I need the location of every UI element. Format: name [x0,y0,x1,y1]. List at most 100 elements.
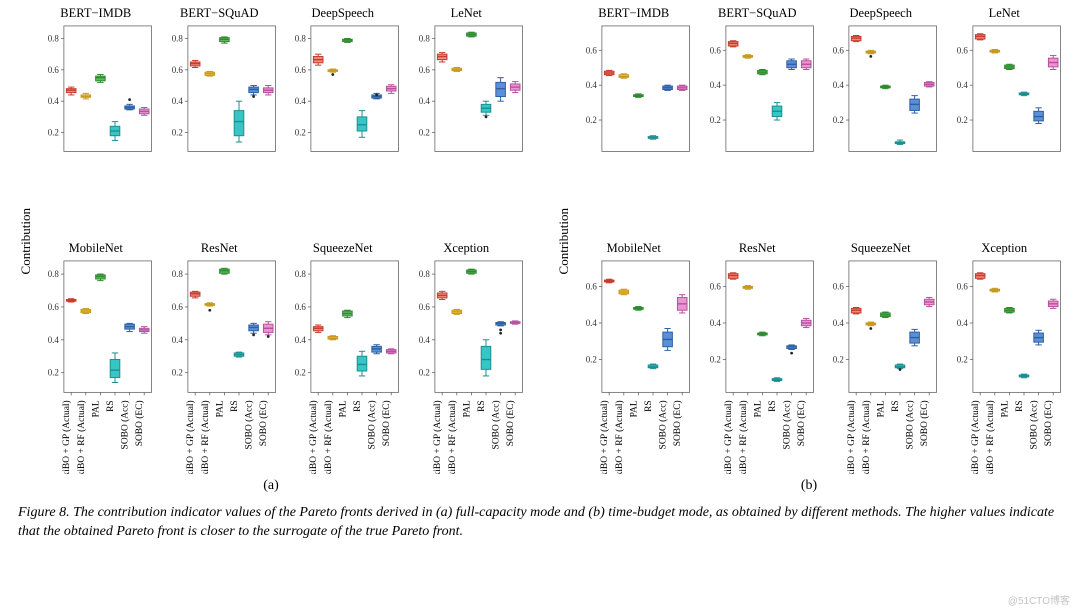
svg-text:0.4: 0.4 [709,318,721,328]
svg-text:0.4: 0.4 [586,318,598,328]
svg-text:SOBO (EC): SOBO (EC) [258,400,269,446]
svg-text:SOBO (Acc): SOBO (Acc) [658,400,669,449]
svg-text:0.6: 0.6 [171,302,183,312]
panel-grid-a: BERT−IMDB0.20.40.60.8BERT−SQuAD0.20.40.6… [36,8,526,474]
svg-text:0.2: 0.2 [171,128,182,138]
panel-title: SqueezeNet [283,241,403,256]
svg-text:0.4: 0.4 [48,96,60,106]
svg-text:FlexiBO + RF (Actual): FlexiBO + RF (Actual) [861,400,872,474]
svg-text:FlexiBO + RF (Actual): FlexiBO + RF (Actual) [737,400,748,474]
svg-text:FlexiBO + GP (Actual): FlexiBO + GP (Actual) [308,400,319,474]
panel-title: BERT−SQuAD [160,6,280,21]
panel-title: SqueezeNet [821,241,941,256]
svg-text:0.8: 0.8 [48,269,60,279]
svg-text:SOBO (Acc): SOBO (Acc) [367,400,378,449]
svg-text:SOBO (Acc): SOBO (Acc) [490,400,501,449]
svg-text:0.4: 0.4 [48,335,60,345]
svg-text:RS: RS [353,400,363,412]
svg-text:SOBO (Acc): SOBO (Acc) [781,400,792,449]
figure-row: Contribution BERT−IMDB 0.2 0.4 0.6 0.8 BERT−S… [12,8,1068,494]
panel-bert-squad: BERT−SQuAD0.20.40.60.8 [160,8,280,239]
svg-text:0.6: 0.6 [48,302,60,312]
svg-text:0.4: 0.4 [586,80,598,90]
svg-text:0.6: 0.6 [586,45,598,55]
svg-text:PAL: PAL [338,400,348,417]
svg-text:PAL: PAL [462,400,472,417]
svg-text:SOBO (EC): SOBO (EC) [381,400,392,446]
panel-deepspeech: DeepSpeech0.20.40.60.8 [283,8,403,239]
panel-title: ResNet [698,241,818,256]
svg-text:0.8: 0.8 [418,33,430,43]
panel-title: LeNet [407,6,527,21]
svg-text:RS: RS [891,400,901,412]
svg-text:0.8: 0.8 [171,269,183,279]
panel-lenet: LeNet0.20.40.6 [945,8,1065,239]
svg-text:0.2: 0.2 [418,368,429,378]
svg-text:0.6: 0.6 [48,65,60,75]
panel-lenet: LeNet0.20.40.60.8 [407,8,527,239]
y-axis-label-b: Contribution [554,208,574,274]
svg-text:SOBO (EC): SOBO (EC) [134,400,145,446]
svg-text:0.2: 0.2 [709,355,720,365]
panel-bert-imdb: BERT−IMDB0.20.40.6 [574,8,694,239]
svg-text:0.2: 0.2 [418,128,429,138]
svg-text:0.2: 0.2 [956,355,967,365]
svg-text:SOBO (Acc): SOBO (Acc) [905,400,916,449]
subfigure-b: Contribution BERT−IMDB 0.2 0.4 0.6 BERT−SQuA… [554,8,1064,494]
svg-text:FlexiBO + RF (Actual): FlexiBO + RF (Actual) [984,400,995,474]
panel-title: DeepSpeech [283,6,403,21]
svg-text:0.6: 0.6 [418,302,430,312]
svg-text:FlexiBO + RF (Actual): FlexiBO + RF (Actual) [323,400,334,474]
svg-text:FlexiBO + GP (Actual): FlexiBO + GP (Actual) [599,400,610,474]
panel-squeezenet: SqueezeNet0.20.40.6FlexiBO + GP (Actual)… [821,243,941,474]
watermark: @51CTO博客 [1008,592,1070,607]
panel-title: BERT−IMDB [574,6,694,21]
svg-text:FlexiBO + GP (Actual): FlexiBO + GP (Actual) [970,400,981,474]
svg-text:0.4: 0.4 [295,96,307,106]
svg-text:0.4: 0.4 [833,80,845,90]
svg-text:SOBO (Acc): SOBO (Acc) [120,400,131,449]
svg-text:0.6: 0.6 [833,45,845,55]
svg-text:0.2: 0.2 [833,355,844,365]
svg-text:0.6: 0.6 [295,302,307,312]
svg-text:SOBO (EC): SOBO (EC) [919,400,930,446]
svg-text:PAL: PAL [876,400,886,417]
svg-text:0.4: 0.4 [956,80,968,90]
svg-text:FlexiBO + GP (Actual): FlexiBO + GP (Actual) [723,400,734,474]
panel-xception: Xception 0.2 0.4 0.6 FlexiBO + GP (Actual)Fl… [945,243,1065,474]
panel-resnet: ResNet0.20.40.60.8FlexiBO + GP (Actual)F… [160,243,280,474]
svg-text:0.4: 0.4 [709,80,721,90]
svg-text:SOBO (EC): SOBO (EC) [1043,400,1054,446]
panel-title: Xception [945,241,1065,256]
panel-title: ResNet [160,241,280,256]
svg-text:RS: RS [768,400,778,412]
svg-text:0.2: 0.2 [171,368,182,378]
panel-title: Xception [407,241,527,256]
svg-text:0.8: 0.8 [418,269,430,279]
svg-text:0.8: 0.8 [171,33,183,43]
svg-text:0.2: 0.2 [295,368,306,378]
svg-text:RS: RS [230,400,240,412]
svg-text:0.4: 0.4 [171,96,183,106]
svg-text:FlexiBO + RF (Actual): FlexiBO + RF (Actual) [76,400,87,474]
svg-text:SOBO (EC): SOBO (EC) [672,400,683,446]
svg-text:0.2: 0.2 [586,355,597,365]
panel-mobilenet: MobileNet0.20.40.6FlexiBO + GP (Actual)F… [574,243,694,474]
svg-text:RS: RS [644,400,654,412]
svg-text:0.6: 0.6 [709,282,721,292]
svg-text:FlexiBO + GP (Actual): FlexiBO + GP (Actual) [432,400,443,474]
svg-text:0.6: 0.6 [956,45,968,55]
panel-title: MobileNet [574,241,694,256]
caption-text: The contribution indicator values of the… [18,505,1054,539]
svg-text:0.4: 0.4 [956,318,968,328]
panel-title: BERT−SQuAD [698,6,818,21]
svg-text:0.4: 0.4 [295,335,307,345]
panel-mobilenet: MobileNet0.20.40.60.8FlexiBO + GP (Actua… [36,243,156,474]
panel-title: MobileNet [36,241,156,256]
panel-deepspeech: DeepSpeech0.20.40.6 [821,8,941,239]
svg-text:FlexiBO + RF (Actual): FlexiBO + RF (Actual) [446,400,457,474]
svg-text:0.6: 0.6 [956,282,968,292]
svg-text:FlexiBO + GP (Actual): FlexiBO + GP (Actual) [185,400,196,474]
svg-text:0.8: 0.8 [295,33,307,43]
svg-text:0.2: 0.2 [48,128,59,138]
